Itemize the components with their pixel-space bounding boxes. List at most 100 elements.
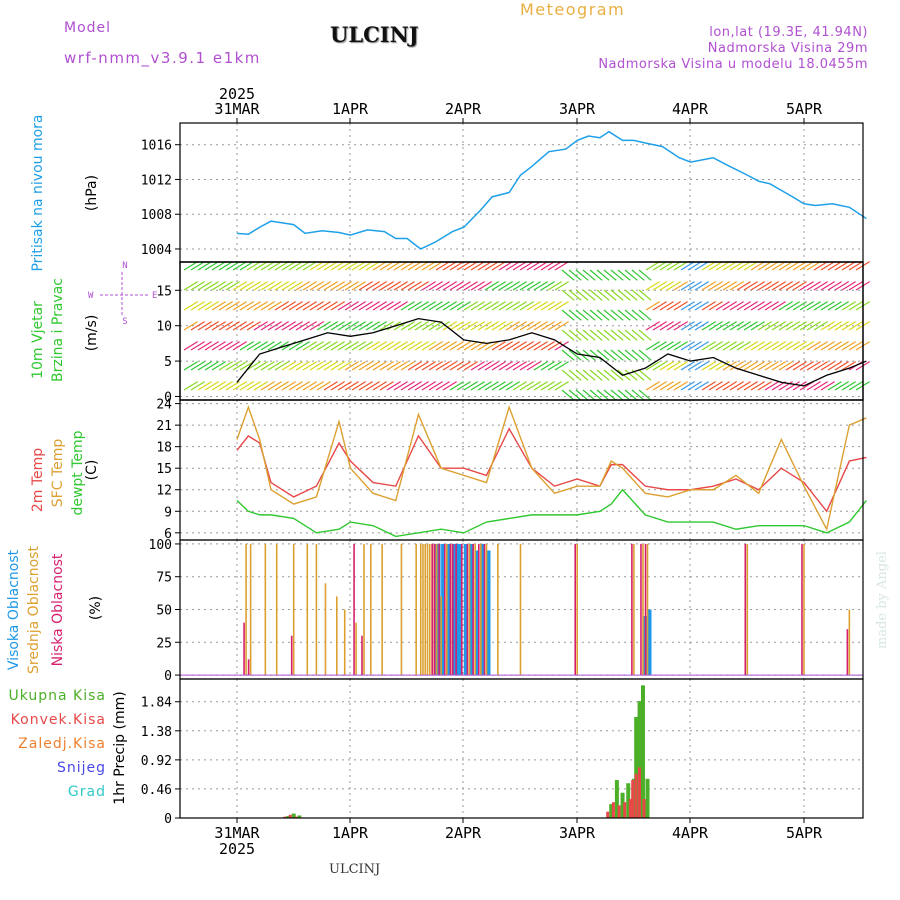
wind-barb [519, 341, 534, 351]
ytick-label: 15 [156, 284, 172, 299]
wind-barb [337, 361, 352, 371]
wind-barb [225, 261, 240, 271]
bottom-day-label: 3APR [559, 824, 596, 842]
wind-barb [505, 341, 520, 351]
wind-barb [547, 361, 562, 371]
wind-barb [701, 281, 716, 291]
wind-barb [603, 389, 617, 401]
wind-barb [568, 389, 582, 401]
wind-barb [638, 369, 652, 381]
ytick-label: 10 [156, 320, 172, 335]
wind-barb [295, 301, 310, 311]
wind-barb [519, 261, 534, 271]
wind-barb [190, 301, 205, 311]
wind-barb [638, 389, 652, 401]
wind-barb [575, 369, 589, 381]
wind-barb [267, 321, 282, 331]
wind-barb [687, 381, 702, 391]
wind-barb [582, 309, 596, 321]
high-cloud-bar [452, 543, 457, 676]
wind-barb [407, 261, 422, 271]
wind-barb [386, 361, 401, 371]
wind-barb [225, 281, 240, 291]
wind-barb [820, 321, 835, 331]
wind-barb [225, 341, 240, 351]
wind-barb [267, 381, 282, 391]
wind-barb [547, 321, 562, 331]
wind-barb [218, 261, 233, 271]
wind-barb [561, 269, 575, 281]
wind-barb [267, 261, 282, 271]
wind-barb [456, 281, 471, 291]
dewpoint-line [236, 488, 867, 538]
wind-barb [778, 381, 793, 391]
top-day-label: 4APR [672, 100, 709, 118]
wind-barb [533, 381, 548, 391]
wind-barb [785, 281, 800, 291]
wind-barb [344, 381, 359, 391]
wind-barb [799, 281, 814, 291]
wind-barb [624, 309, 638, 321]
wind-barb [526, 301, 541, 311]
wind-barb [792, 341, 807, 351]
wind-barb [617, 309, 631, 321]
wind-barb [498, 381, 513, 391]
wind-barb [757, 321, 772, 331]
wind-barb [785, 381, 800, 391]
conv-precip-bar [642, 799, 646, 818]
wind-barb [183, 281, 198, 291]
wind-barb [715, 301, 730, 311]
wind-barb [778, 261, 793, 271]
wind-barb [736, 281, 751, 291]
wind-barb [358, 261, 373, 271]
wind-barb [344, 361, 359, 371]
wind-barb [764, 321, 779, 331]
wind-barb [400, 341, 415, 351]
wind-barb [722, 321, 737, 331]
wind-barb [197, 301, 212, 311]
wind-barb [610, 269, 624, 281]
wind-barb [435, 341, 450, 351]
wind-barb [435, 381, 450, 391]
wind-barb [428, 261, 443, 271]
wind-barb [834, 341, 849, 351]
wind-barb [309, 281, 324, 291]
wind-barb [659, 341, 674, 351]
wind-barb [568, 309, 582, 321]
wind-barb [540, 381, 555, 391]
wind-barb [253, 361, 268, 371]
wind-barb [736, 341, 751, 351]
wind-barb [218, 321, 233, 331]
wind-barb [813, 301, 828, 311]
wind-barb [470, 361, 485, 371]
wind-barb [771, 281, 786, 291]
wind-barb [799, 341, 814, 351]
wind-barb [533, 321, 548, 331]
bottom-day-label: 4APR [672, 824, 709, 842]
wind-barb [491, 261, 506, 271]
wind-barb [379, 281, 394, 291]
wind-barb [785, 361, 800, 371]
wind-barb [526, 281, 541, 291]
wind-barb [498, 281, 513, 291]
wind-barb [505, 261, 520, 271]
wind-barb [365, 281, 380, 291]
wind-barb [827, 341, 842, 351]
panel-precipitation: 0 0.46 0.92 1.38 1.84 [141, 679, 863, 827]
wind-barb [743, 261, 758, 271]
wind-barb [841, 261, 856, 271]
wind-barbs [183, 261, 870, 401]
wind-barb [190, 321, 205, 331]
wind-barb [771, 301, 786, 311]
wind-barb [540, 301, 555, 311]
wind-barb [351, 301, 366, 311]
wind-barb [344, 341, 359, 351]
wind-barb [421, 341, 436, 351]
wind-barb [757, 301, 772, 311]
wind-barb [407, 321, 422, 331]
wind-barb [554, 321, 569, 331]
wind-barb [379, 381, 394, 391]
wind-barb [337, 261, 352, 271]
wind-barb [414, 361, 429, 371]
wind-barb [183, 321, 198, 331]
